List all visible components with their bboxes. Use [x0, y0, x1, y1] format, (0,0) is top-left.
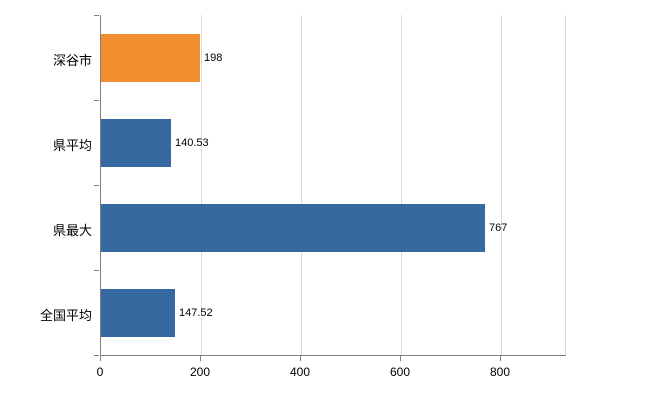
gridline — [501, 15, 502, 355]
gridline — [401, 15, 402, 355]
y-axis-tick — [94, 100, 99, 101]
category-label: 全国平均 — [39, 307, 92, 323]
bar-value-label: 767 — [489, 222, 508, 234]
x-tick-label: 600 — [389, 365, 411, 379]
gridline — [201, 15, 202, 355]
bar-県平均 — [101, 119, 171, 167]
category-label: 深谷市 — [52, 52, 92, 68]
y-axis-tick — [94, 185, 99, 186]
x-tick-label: 400 — [289, 365, 311, 379]
y-axis-tick — [94, 15, 99, 16]
bar-value-label: 198 — [204, 52, 223, 64]
gridline — [301, 15, 302, 355]
x-axis-tick — [100, 356, 101, 361]
category-label: 県平均 — [52, 137, 92, 153]
bar-value-label: 140.53 — [175, 137, 209, 149]
x-tick-label: 200 — [189, 365, 211, 379]
x-tick-label: 0 — [96, 365, 104, 379]
x-axis-tick — [300, 356, 301, 361]
x-tick-label: 800 — [489, 365, 511, 379]
x-axis-tick — [400, 356, 401, 361]
category-label: 県最大 — [52, 222, 92, 238]
bar-value-label: 147.52 — [179, 307, 213, 319]
gridline — [565, 15, 566, 355]
plot-area: 198 140.53 767 147.52 — [100, 15, 566, 356]
x-axis-tick — [500, 356, 501, 361]
bar-深谷市 — [101, 34, 200, 82]
y-axis-tick — [94, 355, 99, 356]
x-axis-tick — [200, 356, 201, 361]
y-axis-tick — [94, 270, 99, 271]
bar-全国平均 — [101, 289, 175, 337]
bar-県最大 — [101, 204, 485, 252]
